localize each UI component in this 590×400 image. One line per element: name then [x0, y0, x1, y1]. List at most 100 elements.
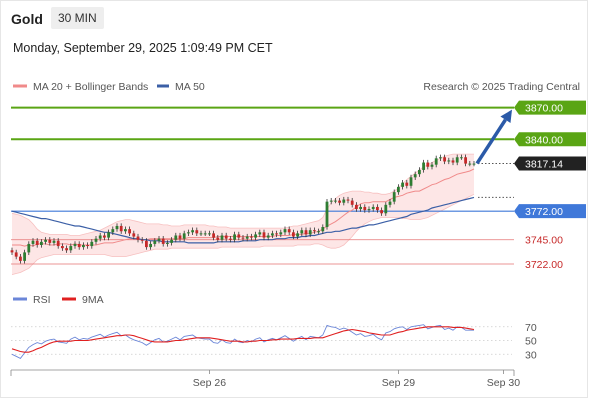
- candle-body: [254, 234, 257, 238]
- candle-body: [86, 245, 89, 247]
- forecast-arrow: [475, 109, 512, 165]
- candle-body: [153, 240, 157, 244]
- level-tag-label: 3745.00: [525, 235, 563, 247]
- source-credit: Research © 2025 Trading Central: [423, 81, 580, 93]
- candle-body: [94, 238, 98, 242]
- candle-body: [355, 204, 358, 210]
- candlesticks: [10, 154, 476, 264]
- candle-body: [182, 233, 186, 239]
- candle-body: [346, 199, 350, 201]
- candle-body: [283, 229, 287, 233]
- candle-body: [237, 234, 241, 238]
- candle-body: [413, 174, 417, 178]
- candle-body: [300, 230, 304, 234]
- rsi-tick-label: 70: [525, 322, 537, 334]
- candle-body: [216, 237, 220, 240]
- candle-body: [40, 241, 43, 245]
- level-tag-box: [514, 156, 586, 171]
- candle-body: [52, 240, 56, 243]
- candle-body: [464, 157, 467, 164]
- candle-body: [472, 163, 476, 165]
- candle-body: [82, 245, 85, 248]
- candle-body: [430, 164, 434, 167]
- candle-body: [275, 233, 278, 235]
- candle-body: [233, 234, 236, 240]
- ma50-legend-label: MA 50: [175, 81, 205, 93]
- bollinger-bands: [11, 153, 475, 275]
- candle-body: [203, 233, 207, 235]
- candle-body: [149, 243, 152, 248]
- candle-body: [434, 158, 438, 165]
- level-tag-label: 3722.00: [525, 259, 563, 271]
- level-tag-box: [514, 204, 586, 219]
- candle-body: [258, 232, 262, 235]
- candle-body: [363, 206, 367, 211]
- candle-body: [65, 248, 68, 251]
- candle-body: [460, 157, 463, 159]
- candle-body: [367, 209, 371, 211]
- candle-body: [220, 235, 224, 240]
- candle-body: [451, 160, 455, 163]
- candle-body: [195, 230, 199, 234]
- level-tag-label: 3870.00: [525, 103, 563, 115]
- candle-body: [161, 238, 165, 244]
- candle-body: [166, 242, 169, 244]
- candle-body: [31, 240, 35, 244]
- candle-body: [77, 243, 81, 248]
- candle-body: [338, 200, 341, 203]
- candle-body: [103, 235, 106, 238]
- forecast-arrow-head: [500, 109, 512, 124]
- bollinger-band-fill: [12, 154, 474, 275]
- rsi-tick-label: 50: [525, 336, 537, 348]
- candle-body: [199, 233, 203, 235]
- candle-body: [359, 206, 362, 210]
- candle-body: [380, 210, 383, 214]
- candle-body: [27, 243, 31, 253]
- candle-body: [56, 240, 60, 247]
- level-tag-label: 3772.00: [525, 206, 563, 218]
- rsi-legend-label: RSI: [33, 294, 51, 306]
- candle-body: [422, 162, 425, 170]
- level-tag-label: 3840.00: [525, 134, 563, 146]
- candle-body: [439, 157, 442, 159]
- candle-body: [350, 200, 354, 205]
- rsi-line: [11, 324, 474, 359]
- candle-body: [174, 235, 178, 240]
- candle-body: [321, 227, 325, 232]
- time-axis-label: Sep 30: [487, 377, 520, 389]
- candle-body: [14, 252, 18, 257]
- candle-body: [191, 230, 194, 233]
- candle-body: [170, 239, 173, 243]
- candle-body: [376, 206, 379, 211]
- timeframe-badge[interactable]: 30 MIN: [51, 7, 104, 29]
- datetime-label: Monday, September 29, 2025 1:09:49 PM CE…: [13, 41, 273, 55]
- candle-body: [241, 237, 245, 239]
- candle-body: [145, 240, 148, 248]
- candle-body: [10, 250, 14, 253]
- candle-body: [329, 200, 333, 202]
- candle-body: [212, 233, 215, 238]
- candle-body: [69, 246, 73, 251]
- candle-body: [271, 233, 274, 236]
- candle-body: [334, 200, 337, 202]
- candle-body: [19, 256, 22, 261]
- level-lines: [11, 106, 514, 265]
- candle-body: [325, 201, 329, 228]
- candle-body: [468, 163, 472, 165]
- candle-body: [388, 201, 392, 205]
- candle-body: [405, 182, 409, 186]
- candle-body: [111, 229, 115, 233]
- candle-body: [447, 160, 451, 162]
- candle-body: [250, 236, 253, 238]
- candle-body: [401, 182, 404, 187]
- candle-body: [262, 232, 266, 238]
- time-axis-label: Sep 29: [382, 377, 415, 389]
- level-tag-box: [514, 100, 586, 115]
- time-axis: Sep 26 Sep 29 Sep 30: [10, 369, 520, 389]
- rsi-ma-legend-label: 9MA: [82, 294, 104, 306]
- candle-body: [455, 157, 459, 163]
- candle-body: [119, 225, 123, 232]
